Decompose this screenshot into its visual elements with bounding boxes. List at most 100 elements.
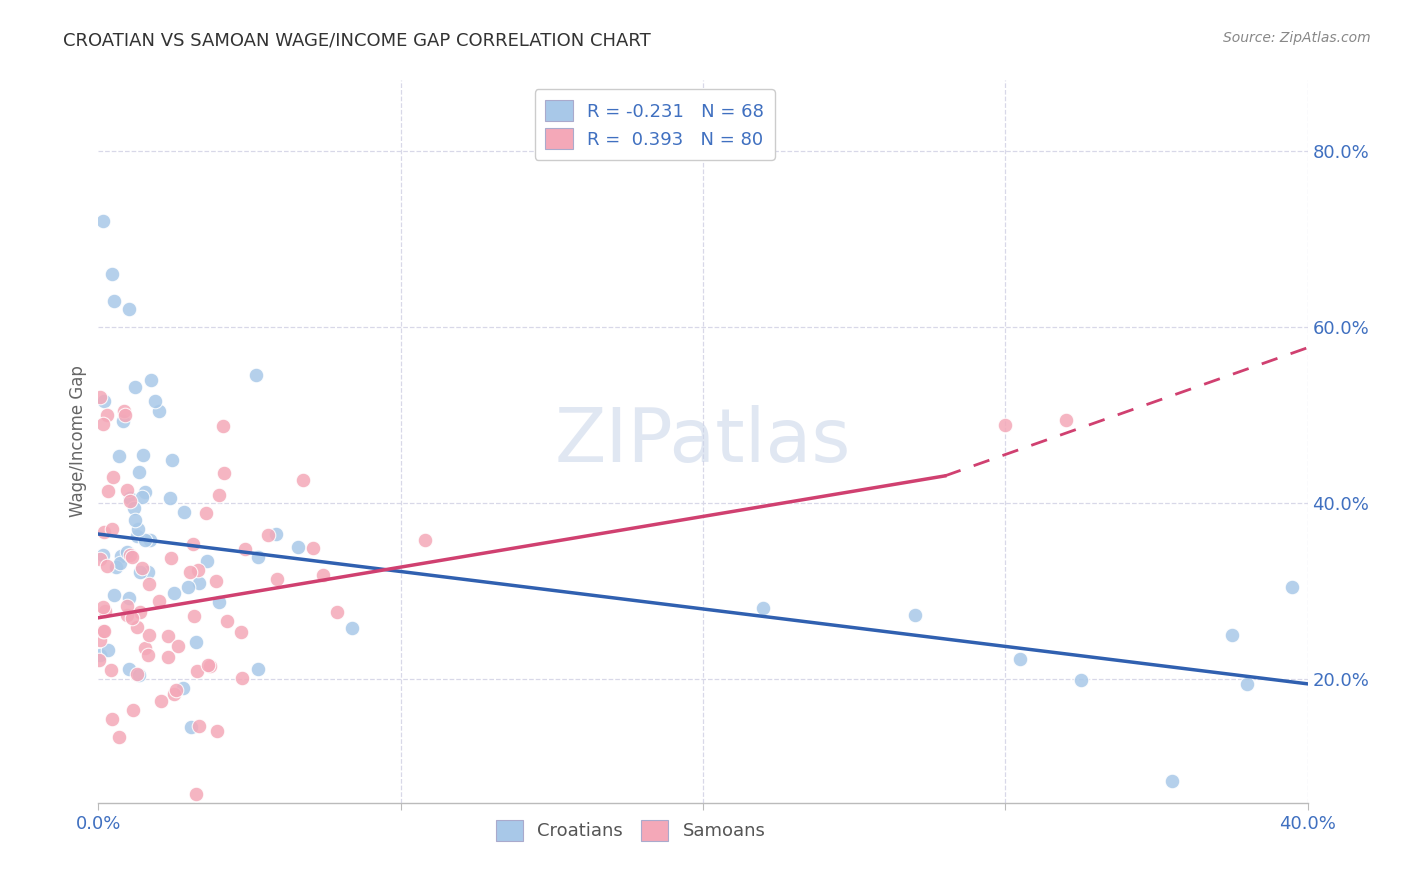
Point (110, 549, 132, 563)
Point (89, 648, 111, 663)
Point (136, 566, 159, 580)
Text: ZIPatlas: ZIPatlas (555, 405, 851, 478)
Point (217, 614, 239, 628)
Point (93, 214, 115, 228)
Point (1220, 628, 1243, 642)
Point (160, 453, 183, 467)
Point (93, 393, 115, 408)
Point (1010, 652, 1032, 666)
Point (117, 483, 139, 497)
Point (326, 605, 349, 619)
Point (138, 577, 160, 591)
Text: Source: ZipAtlas.com: Source: ZipAtlas.com (1223, 31, 1371, 45)
Point (103, 469, 125, 483)
Point (302, 541, 325, 556)
Point (163, 586, 186, 600)
Point (143, 394, 166, 409)
Point (136, 648, 159, 662)
Point (207, 724, 229, 739)
Point (235, 541, 257, 556)
Point (177, 580, 200, 594)
Point (128, 605, 150, 619)
Point (231, 671, 253, 685)
Point (93, 417, 115, 431)
Point (266, 572, 288, 586)
Point (96, 559, 118, 574)
Point (184, 787, 207, 801)
Point (1281, 580, 1303, 594)
Point (94, 604, 117, 618)
Point (93, 624, 115, 638)
Point (208, 594, 231, 608)
Point (141, 373, 163, 387)
Point (124, 380, 146, 394)
Point (97, 643, 120, 657)
Point (197, 658, 219, 673)
Point (134, 485, 156, 500)
Point (183, 609, 205, 624)
Point (121, 703, 143, 717)
Point (187, 719, 209, 733)
Point (91, 600, 114, 615)
Point (1070, 673, 1092, 688)
Point (312, 568, 335, 582)
Point (287, 540, 309, 554)
Point (246, 550, 269, 565)
Point (134, 533, 156, 547)
Point (96, 408, 118, 422)
Point (115, 608, 138, 623)
Point (125, 667, 148, 681)
Point (195, 554, 218, 568)
Point (181, 537, 204, 551)
Point (1160, 773, 1182, 788)
Point (159, 491, 181, 505)
Point (752, 601, 775, 615)
Point (121, 549, 143, 564)
Point (245, 368, 267, 383)
Point (180, 720, 202, 734)
Point (89, 653, 111, 667)
Point (156, 650, 179, 665)
Y-axis label: Wage/Income Gap: Wage/Income Gap (69, 366, 87, 517)
Point (208, 488, 231, 502)
Point (112, 414, 135, 428)
Point (101, 712, 124, 726)
Point (214, 466, 236, 480)
Point (127, 620, 149, 634)
Point (117, 599, 139, 613)
Point (186, 665, 208, 679)
Point (129, 566, 152, 580)
Point (91, 624, 114, 639)
Point (904, 608, 927, 623)
Legend: Croatians, Samoans: Croatians, Samoans (488, 813, 772, 848)
Text: CROATIAN VS SAMOAN WAGE/INCOME GAP CORRELATION CHART: CROATIAN VS SAMOAN WAGE/INCOME GAP CORRE… (63, 31, 651, 49)
Point (108, 556, 131, 570)
Point (124, 513, 146, 527)
Point (101, 522, 124, 536)
Point (211, 418, 233, 433)
Point (179, 565, 201, 579)
Point (1236, 677, 1258, 691)
Point (89, 552, 111, 566)
Point (100, 267, 122, 281)
Point (173, 505, 195, 519)
Point (117, 545, 139, 559)
Point (118, 494, 141, 508)
Point (994, 417, 1017, 432)
Point (118, 302, 141, 317)
Point (148, 593, 170, 607)
Point (108, 730, 131, 744)
Point (413, 533, 436, 547)
Point (103, 293, 125, 308)
Point (103, 588, 125, 602)
Point (118, 591, 141, 605)
Point (266, 527, 288, 541)
Point (205, 574, 228, 588)
Point (198, 659, 221, 673)
Point (131, 490, 153, 504)
Point (122, 501, 145, 516)
Point (125, 529, 148, 543)
Point (97, 484, 120, 499)
Point (342, 621, 364, 635)
Point (148, 403, 170, 417)
